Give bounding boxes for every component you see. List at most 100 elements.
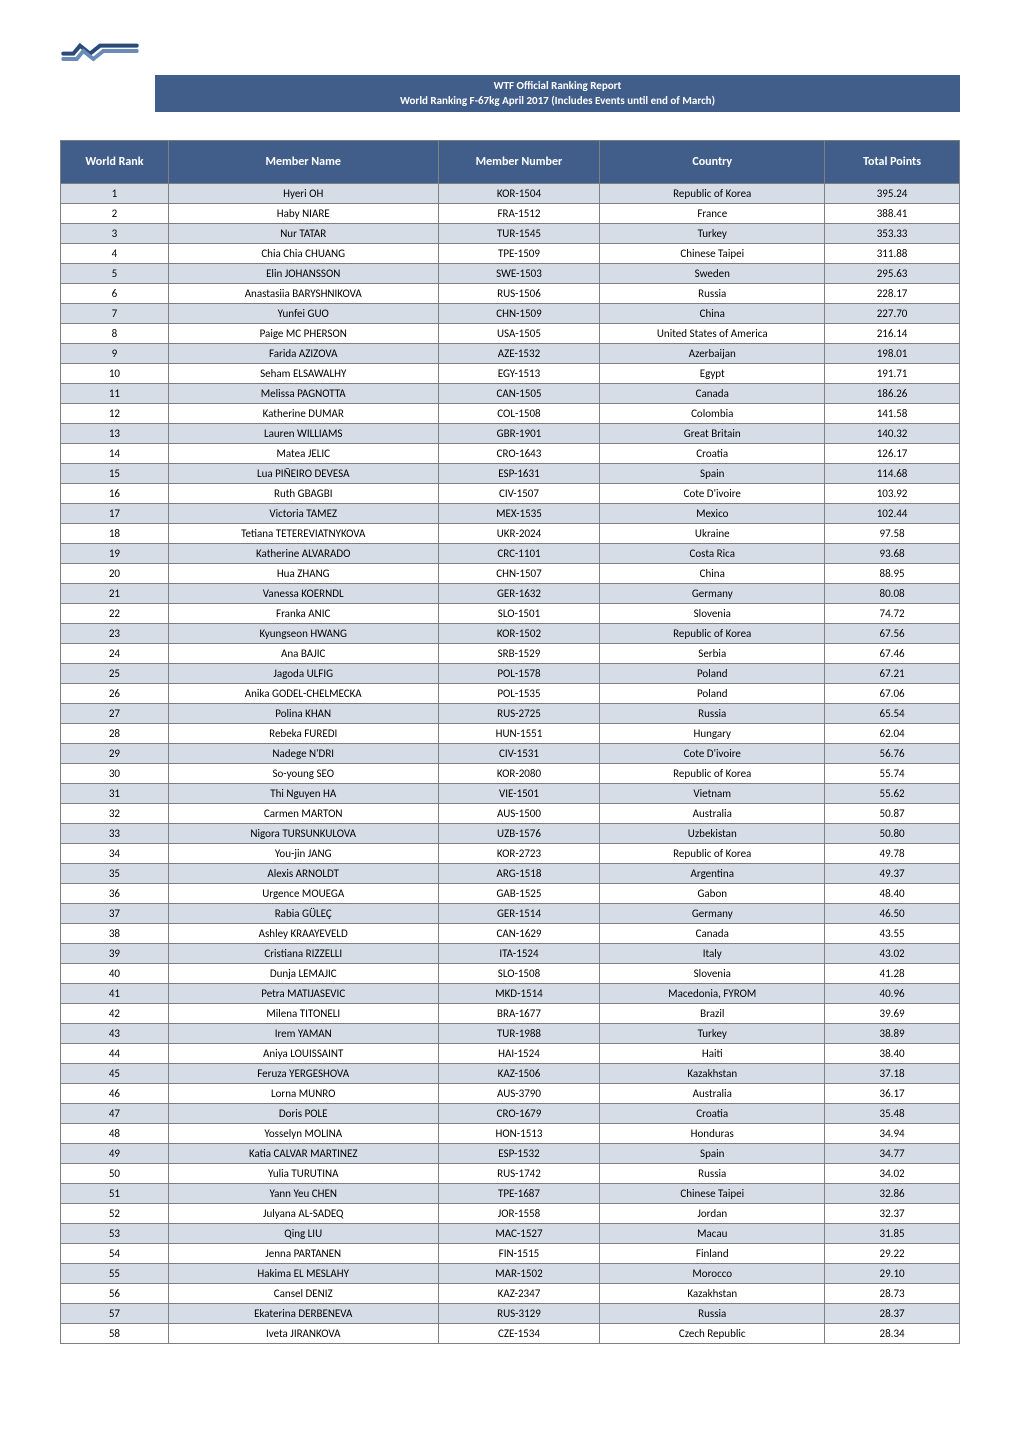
cell-country: Germany — [600, 583, 825, 603]
cell-number: RUS-2725 — [438, 703, 600, 723]
table-row: 35Alexis ARNOLDTARG-1518Argentina49.37 — [61, 863, 960, 883]
cell-points: 28.34 — [825, 1323, 960, 1343]
cell-rank: 15 — [61, 463, 169, 483]
cell-number: CRO-1643 — [438, 443, 600, 463]
cell-name: Lorna MUNRO — [168, 1083, 438, 1103]
cell-name: Franka ANIC — [168, 603, 438, 623]
cell-name: Ruth GBAGBI — [168, 483, 438, 503]
cell-country: Turkey — [600, 223, 825, 243]
cell-rank: 30 — [61, 763, 169, 783]
cell-points: 34.02 — [825, 1163, 960, 1183]
cell-country: Russia — [600, 283, 825, 303]
cell-number: FIN-1515 — [438, 1243, 600, 1263]
cell-points: 186.26 — [825, 383, 960, 403]
cell-name: Yosselyn MOLINA — [168, 1123, 438, 1143]
col-header-name: Member Name — [168, 140, 438, 183]
cell-rank: 28 — [61, 723, 169, 743]
table-row: 13Lauren WILLIAMSGBR-1901Great Britain14… — [61, 423, 960, 443]
table-row: 16Ruth GBAGBICIV-1507Cote D'ivoire103.92 — [61, 483, 960, 503]
cell-rank: 19 — [61, 543, 169, 563]
cell-points: 50.80 — [825, 823, 960, 843]
table-row: 6Anastasiia BARYSHNIKOVARUS-1506Russia22… — [61, 283, 960, 303]
cell-number: HUN-1551 — [438, 723, 600, 743]
cell-points: 295.63 — [825, 263, 960, 283]
cell-country: Canada — [600, 923, 825, 943]
cell-name: Hyeri OH — [168, 183, 438, 203]
table-row: 47Doris POLECRO-1679Croatia35.48 — [61, 1103, 960, 1123]
table-row: 27Polina KHANRUS-2725Russia65.54 — [61, 703, 960, 723]
cell-country: China — [600, 303, 825, 323]
cell-country: Haiti — [600, 1043, 825, 1063]
cell-rank: 44 — [61, 1043, 169, 1063]
cell-country: Republic of Korea — [600, 183, 825, 203]
cell-country: Uzbekistan — [600, 823, 825, 843]
cell-number: TPE-1509 — [438, 243, 600, 263]
cell-country: United States of America — [600, 323, 825, 343]
cell-number: JOR-1558 — [438, 1203, 600, 1223]
cell-country: Azerbaijan — [600, 343, 825, 363]
table-row: 26Anika GODEL-CHELMECKAPOL-1535Poland67.… — [61, 683, 960, 703]
cell-name: Victoria TAMEZ — [168, 503, 438, 523]
cell-country: Slovenia — [600, 603, 825, 623]
cell-country: Croatia — [600, 1103, 825, 1123]
col-header-country: Country — [600, 140, 825, 183]
cell-country: Ukraine — [600, 523, 825, 543]
cell-country: Kazakhstan — [600, 1063, 825, 1083]
cell-points: 126.17 — [825, 443, 960, 463]
cell-name: Vanessa KOERNDL — [168, 583, 438, 603]
cell-points: 55.74 — [825, 763, 960, 783]
cell-rank: 16 — [61, 483, 169, 503]
cell-points: 29.10 — [825, 1263, 960, 1283]
cell-points: 43.55 — [825, 923, 960, 943]
cell-rank: 13 — [61, 423, 169, 443]
cell-number: MEX-1535 — [438, 503, 600, 523]
cell-number: TUR-1545 — [438, 223, 600, 243]
cell-name: Jagoda ULFIG — [168, 663, 438, 683]
cell-country: Turkey — [600, 1023, 825, 1043]
cell-name: Alexis ARNOLDT — [168, 863, 438, 883]
cell-name: Matea JELIC — [168, 443, 438, 463]
table-row: 25Jagoda ULFIGPOL-1578Poland67.21 — [61, 663, 960, 683]
table-row: 42Milena TITONELIBRA-1677Brazil39.69 — [61, 1003, 960, 1023]
table-row: 46Lorna MUNROAUS-3790Australia36.17 — [61, 1083, 960, 1103]
cell-number: CHN-1507 — [438, 563, 600, 583]
cell-rank: 11 — [61, 383, 169, 403]
table-row: 32Carmen MARTONAUS-1500Australia50.87 — [61, 803, 960, 823]
cell-rank: 54 — [61, 1243, 169, 1263]
cell-rank: 38 — [61, 923, 169, 943]
table-row: 30So-young SEOKOR-2080Republic of Korea5… — [61, 763, 960, 783]
cell-name: Ekaterina DERBENEVA — [168, 1303, 438, 1323]
cell-number: KOR-1502 — [438, 623, 600, 643]
cell-country: Chinese Taipei — [600, 243, 825, 263]
cell-number: CAN-1505 — [438, 383, 600, 403]
cell-country: Australia — [600, 1083, 825, 1103]
cell-number: GER-1632 — [438, 583, 600, 603]
cell-country: Russia — [600, 1303, 825, 1323]
cell-country: Cote D'ivoire — [600, 743, 825, 763]
cell-number: ESP-1631 — [438, 463, 600, 483]
cell-country: Germany — [600, 903, 825, 923]
cell-name: You-jin JANG — [168, 843, 438, 863]
cell-rank: 56 — [61, 1283, 169, 1303]
table-row: 38Ashley KRAAYEVELDCAN-1629Canada43.55 — [61, 923, 960, 943]
cell-rank: 12 — [61, 403, 169, 423]
cell-points: 49.78 — [825, 843, 960, 863]
table-row: 29Nadege N'DRICIV-1531Cote D'ivoire56.76 — [61, 743, 960, 763]
cell-points: 102.44 — [825, 503, 960, 523]
cell-points: 62.04 — [825, 723, 960, 743]
cell-points: 198.01 — [825, 343, 960, 363]
cell-rank: 55 — [61, 1263, 169, 1283]
table-row: 28Rebeka FUREDIHUN-1551Hungary62.04 — [61, 723, 960, 743]
cell-number: SLO-1501 — [438, 603, 600, 623]
cell-rank: 31 — [61, 783, 169, 803]
cell-name: Yann Yeu CHEN — [168, 1183, 438, 1203]
cell-rank: 26 — [61, 683, 169, 703]
cell-country: Republic of Korea — [600, 843, 825, 863]
table-row: 17Victoria TAMEZMEX-1535Mexico102.44 — [61, 503, 960, 523]
cell-number: ARG-1518 — [438, 863, 600, 883]
cell-name: Rebeka FUREDI — [168, 723, 438, 743]
cell-rank: 47 — [61, 1103, 169, 1123]
cell-name: Cristiana RIZZELLI — [168, 943, 438, 963]
cell-rank: 21 — [61, 583, 169, 603]
cell-points: 93.68 — [825, 543, 960, 563]
